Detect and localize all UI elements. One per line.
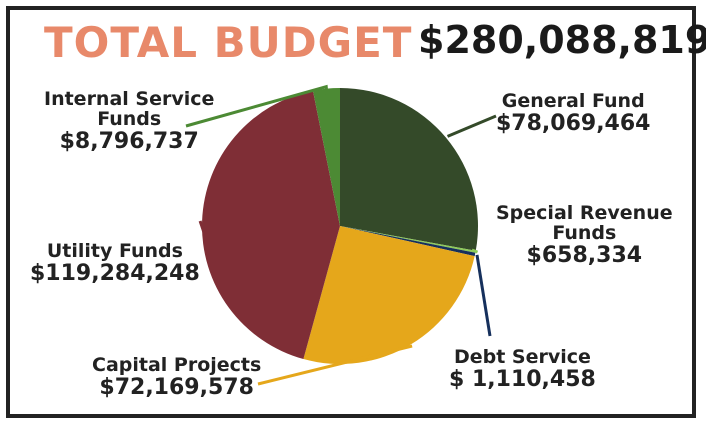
label-utility-funds-value: $119,284,248 [30, 260, 200, 286]
label-internal-service: Internal Service Funds $8,796,737 [44, 88, 215, 154]
chart-title: TOTAL BUDGET [44, 18, 413, 67]
leader-line-debt-service [475, 254, 492, 337]
label-utility-funds: Utility Funds $119,284,248 [30, 240, 200, 286]
label-general-fund: General Fund $78,069,464 [496, 90, 651, 136]
label-internal-service-value: $8,796,737 [59, 128, 199, 154]
label-debt-service: Debt Service $ 1,110,458 [449, 346, 596, 392]
pie-slice-capital-projects [303, 226, 475, 364]
label-general-fund-name: General Fund [501, 90, 645, 112]
leader-line-general-fund [446, 114, 497, 138]
pie-slice-debt-service [340, 226, 476, 257]
label-special-revenue-name-1: Special Revenue [496, 202, 673, 224]
total-budget-value: $280,088,819 [418, 18, 706, 62]
label-capital-projects-value: $72,169,578 [99, 374, 254, 400]
label-debt-service-value: $ 1,110,458 [449, 366, 596, 392]
leader-line-capital-projects [257, 344, 413, 386]
pie-slice-utility-funds [201, 90, 340, 360]
leader-lines [185, 84, 497, 386]
leader-line-internal-service-funds [185, 84, 332, 128]
label-special-revenue-value: $658,334 [526, 242, 643, 268]
label-utility-funds-name: Utility Funds [46, 240, 183, 262]
label-special-revenue-name-2: Funds [552, 221, 617, 244]
label-capital-projects: Capital Projects $72,169,578 [92, 354, 262, 400]
leader-line-special-revenue-funds [471, 248, 479, 254]
pie-slice-special-revenue-funds [340, 226, 476, 253]
pie-slices [201, 88, 479, 364]
label-debt-service-name: Debt Service [453, 346, 591, 368]
label-capital-projects-name: Capital Projects [92, 354, 262, 376]
label-internal-service-name-2: Funds [97, 107, 162, 130]
pie-slice-general-fund [340, 88, 479, 251]
label-general-fund-value: $78,069,464 [496, 110, 651, 136]
label-special-revenue: Special Revenue Funds $658,334 [496, 202, 673, 268]
pie-slice-internal-service-funds [312, 88, 340, 226]
label-internal-service-name-1: Internal Service [44, 88, 215, 110]
leader-line-utility-funds [198, 220, 216, 263]
